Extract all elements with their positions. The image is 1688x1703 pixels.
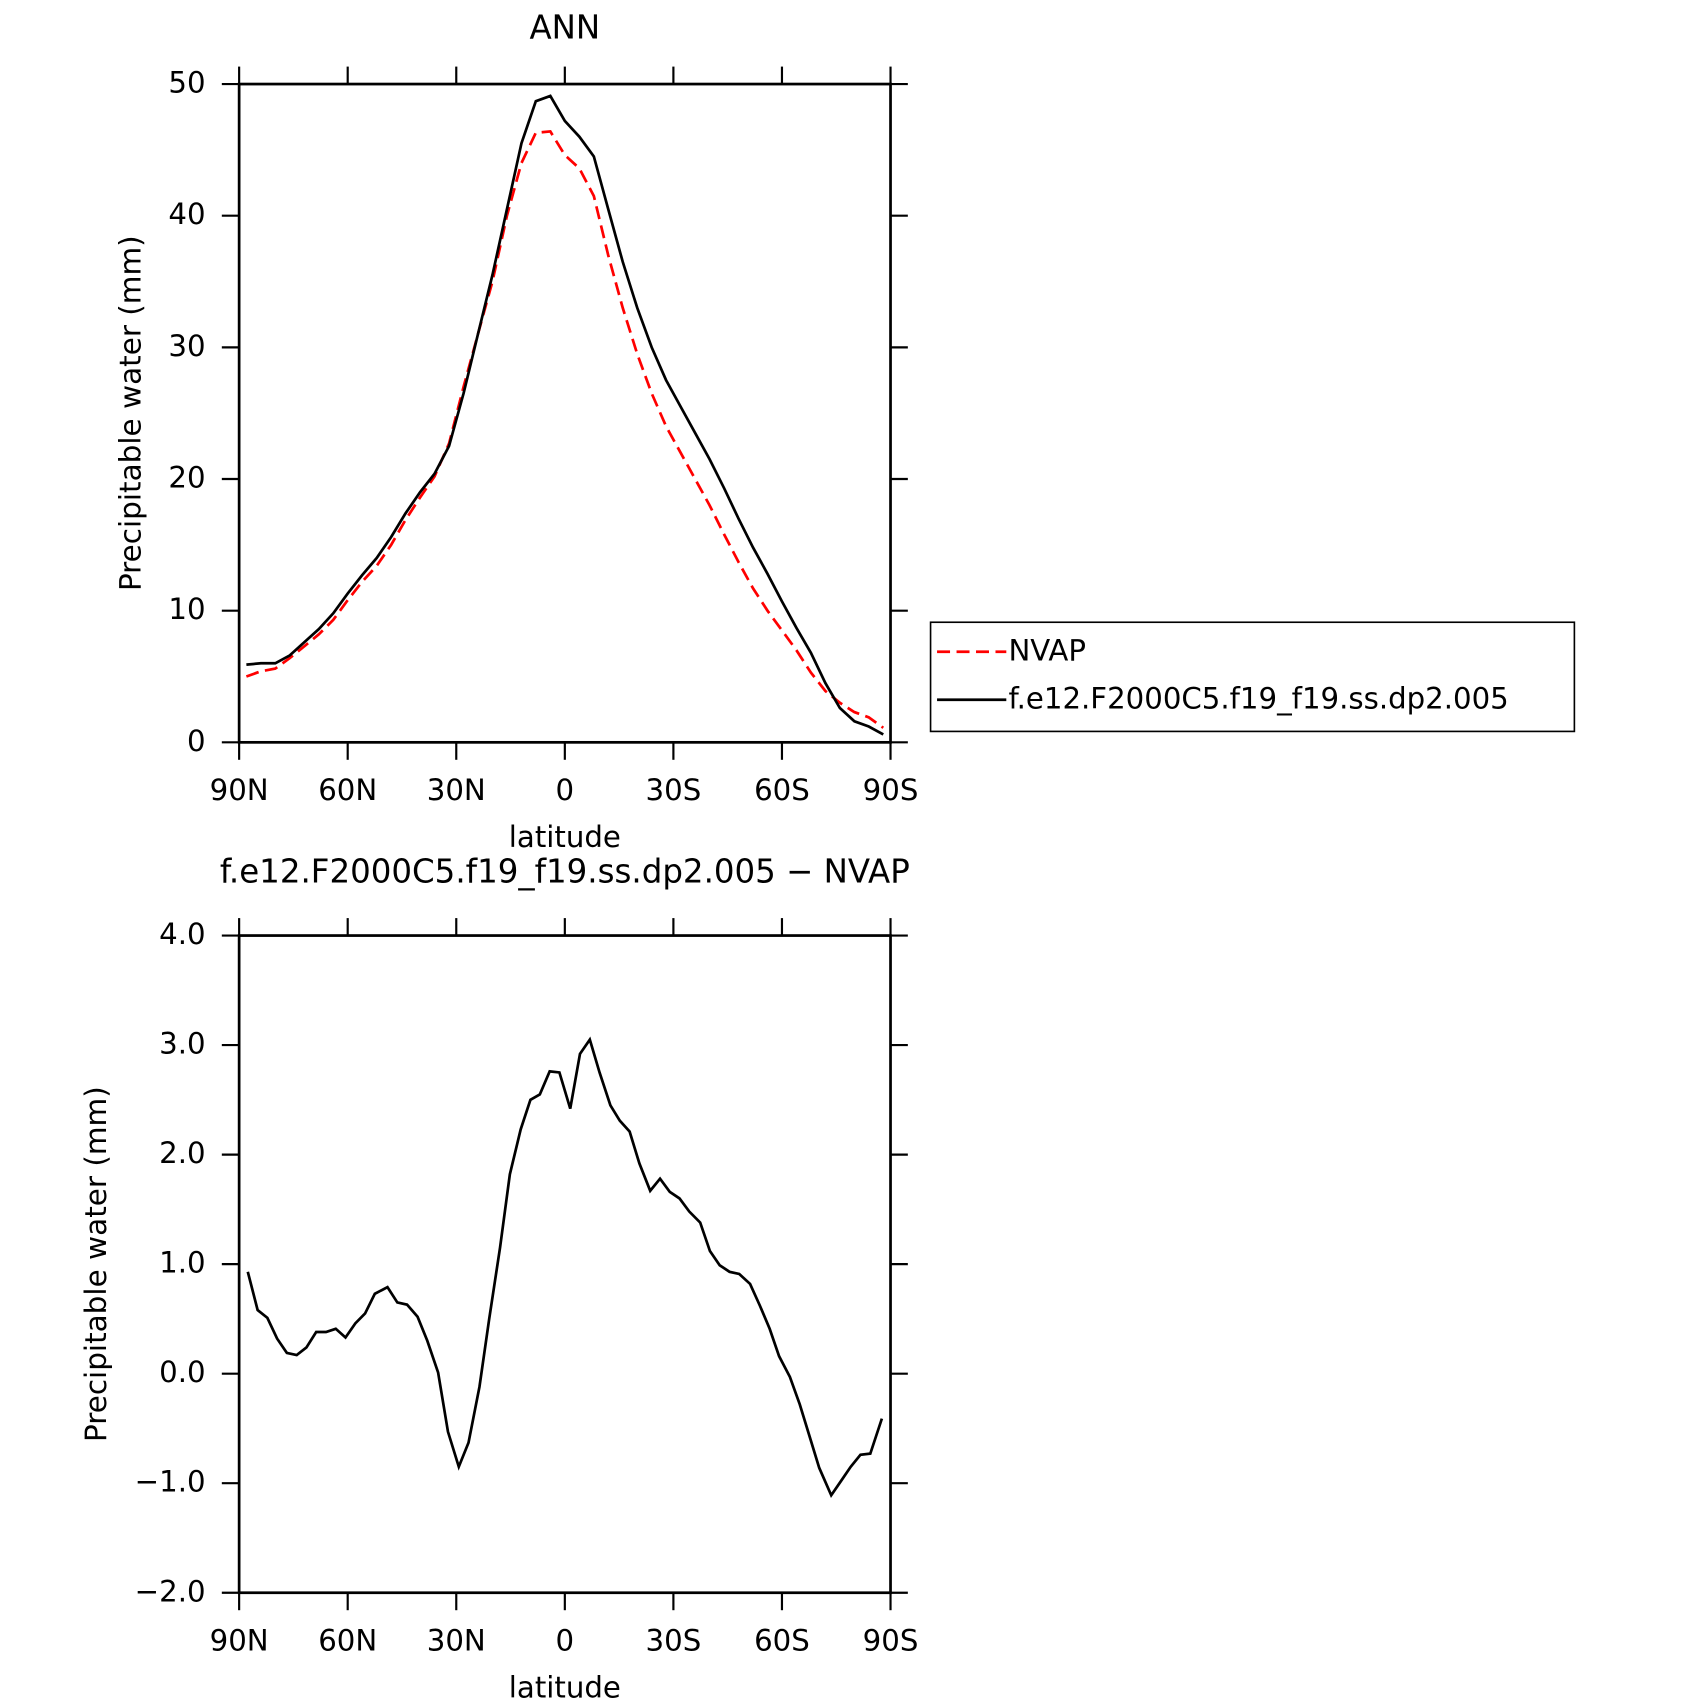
x-tick-label: 60N: [318, 773, 377, 807]
legend-label: f.e12.F2000C5.f19_f19.ss.dp2.005: [1008, 681, 1508, 715]
y-tick-label: 3.0: [159, 1027, 205, 1061]
chart-title: ANN: [529, 8, 600, 46]
x-tick-label: 90N: [210, 1623, 269, 1657]
y-tick-label: −1.0: [135, 1465, 206, 1499]
legend-box: [929, 621, 1576, 733]
x-tick-label: 0: [556, 773, 575, 807]
y-tick-label: 1.0: [159, 1246, 205, 1280]
y-tick-label: 50: [168, 65, 205, 99]
y-tick-label: 2.0: [159, 1136, 205, 1170]
x-axis-label: latitude: [509, 820, 621, 854]
x-tick-label: 90S: [863, 773, 919, 807]
x-tick-label: 30N: [427, 1623, 486, 1657]
plot-frame: [237, 82, 892, 744]
x-tick-label: 60N: [318, 1623, 377, 1657]
x-tick-label: 60S: [754, 773, 810, 807]
legend-label: NVAP: [1008, 633, 1086, 667]
data-line: [245, 130, 885, 729]
data-line: [246, 1036, 884, 1499]
x-tick-label: 60S: [754, 1623, 810, 1657]
y-tick-label: 4.0: [159, 917, 205, 951]
x-axis-label: latitude: [509, 1670, 621, 1703]
x-tick-label: 90S: [863, 1623, 919, 1657]
y-tick-label: 0: [187, 724, 206, 758]
x-tick-label: 0: [556, 1623, 575, 1657]
y-tick-label: 0.0: [159, 1355, 205, 1389]
x-tick-label: 30N: [427, 773, 486, 807]
y-tick-label: 20: [168, 460, 205, 494]
chart-title: f.e12.F2000C5.f19_f19.ss.dp2.005 − NVAP: [220, 852, 910, 890]
y-tick-label: −2.0: [135, 1574, 206, 1608]
y-axis-label: Precipitable water (mm): [114, 235, 148, 591]
y-tick-label: 40: [168, 197, 205, 231]
data-line: [246, 94, 884, 736]
x-tick-label: 30S: [646, 1623, 702, 1657]
y-axis-label: Precipitable water (mm): [79, 1086, 113, 1442]
plot-frame: [237, 934, 892, 1595]
x-tick-label: 90N: [210, 773, 269, 807]
y-tick-label: 10: [168, 592, 205, 626]
y-tick-label: 30: [168, 329, 205, 363]
x-tick-label: 30S: [646, 773, 702, 807]
